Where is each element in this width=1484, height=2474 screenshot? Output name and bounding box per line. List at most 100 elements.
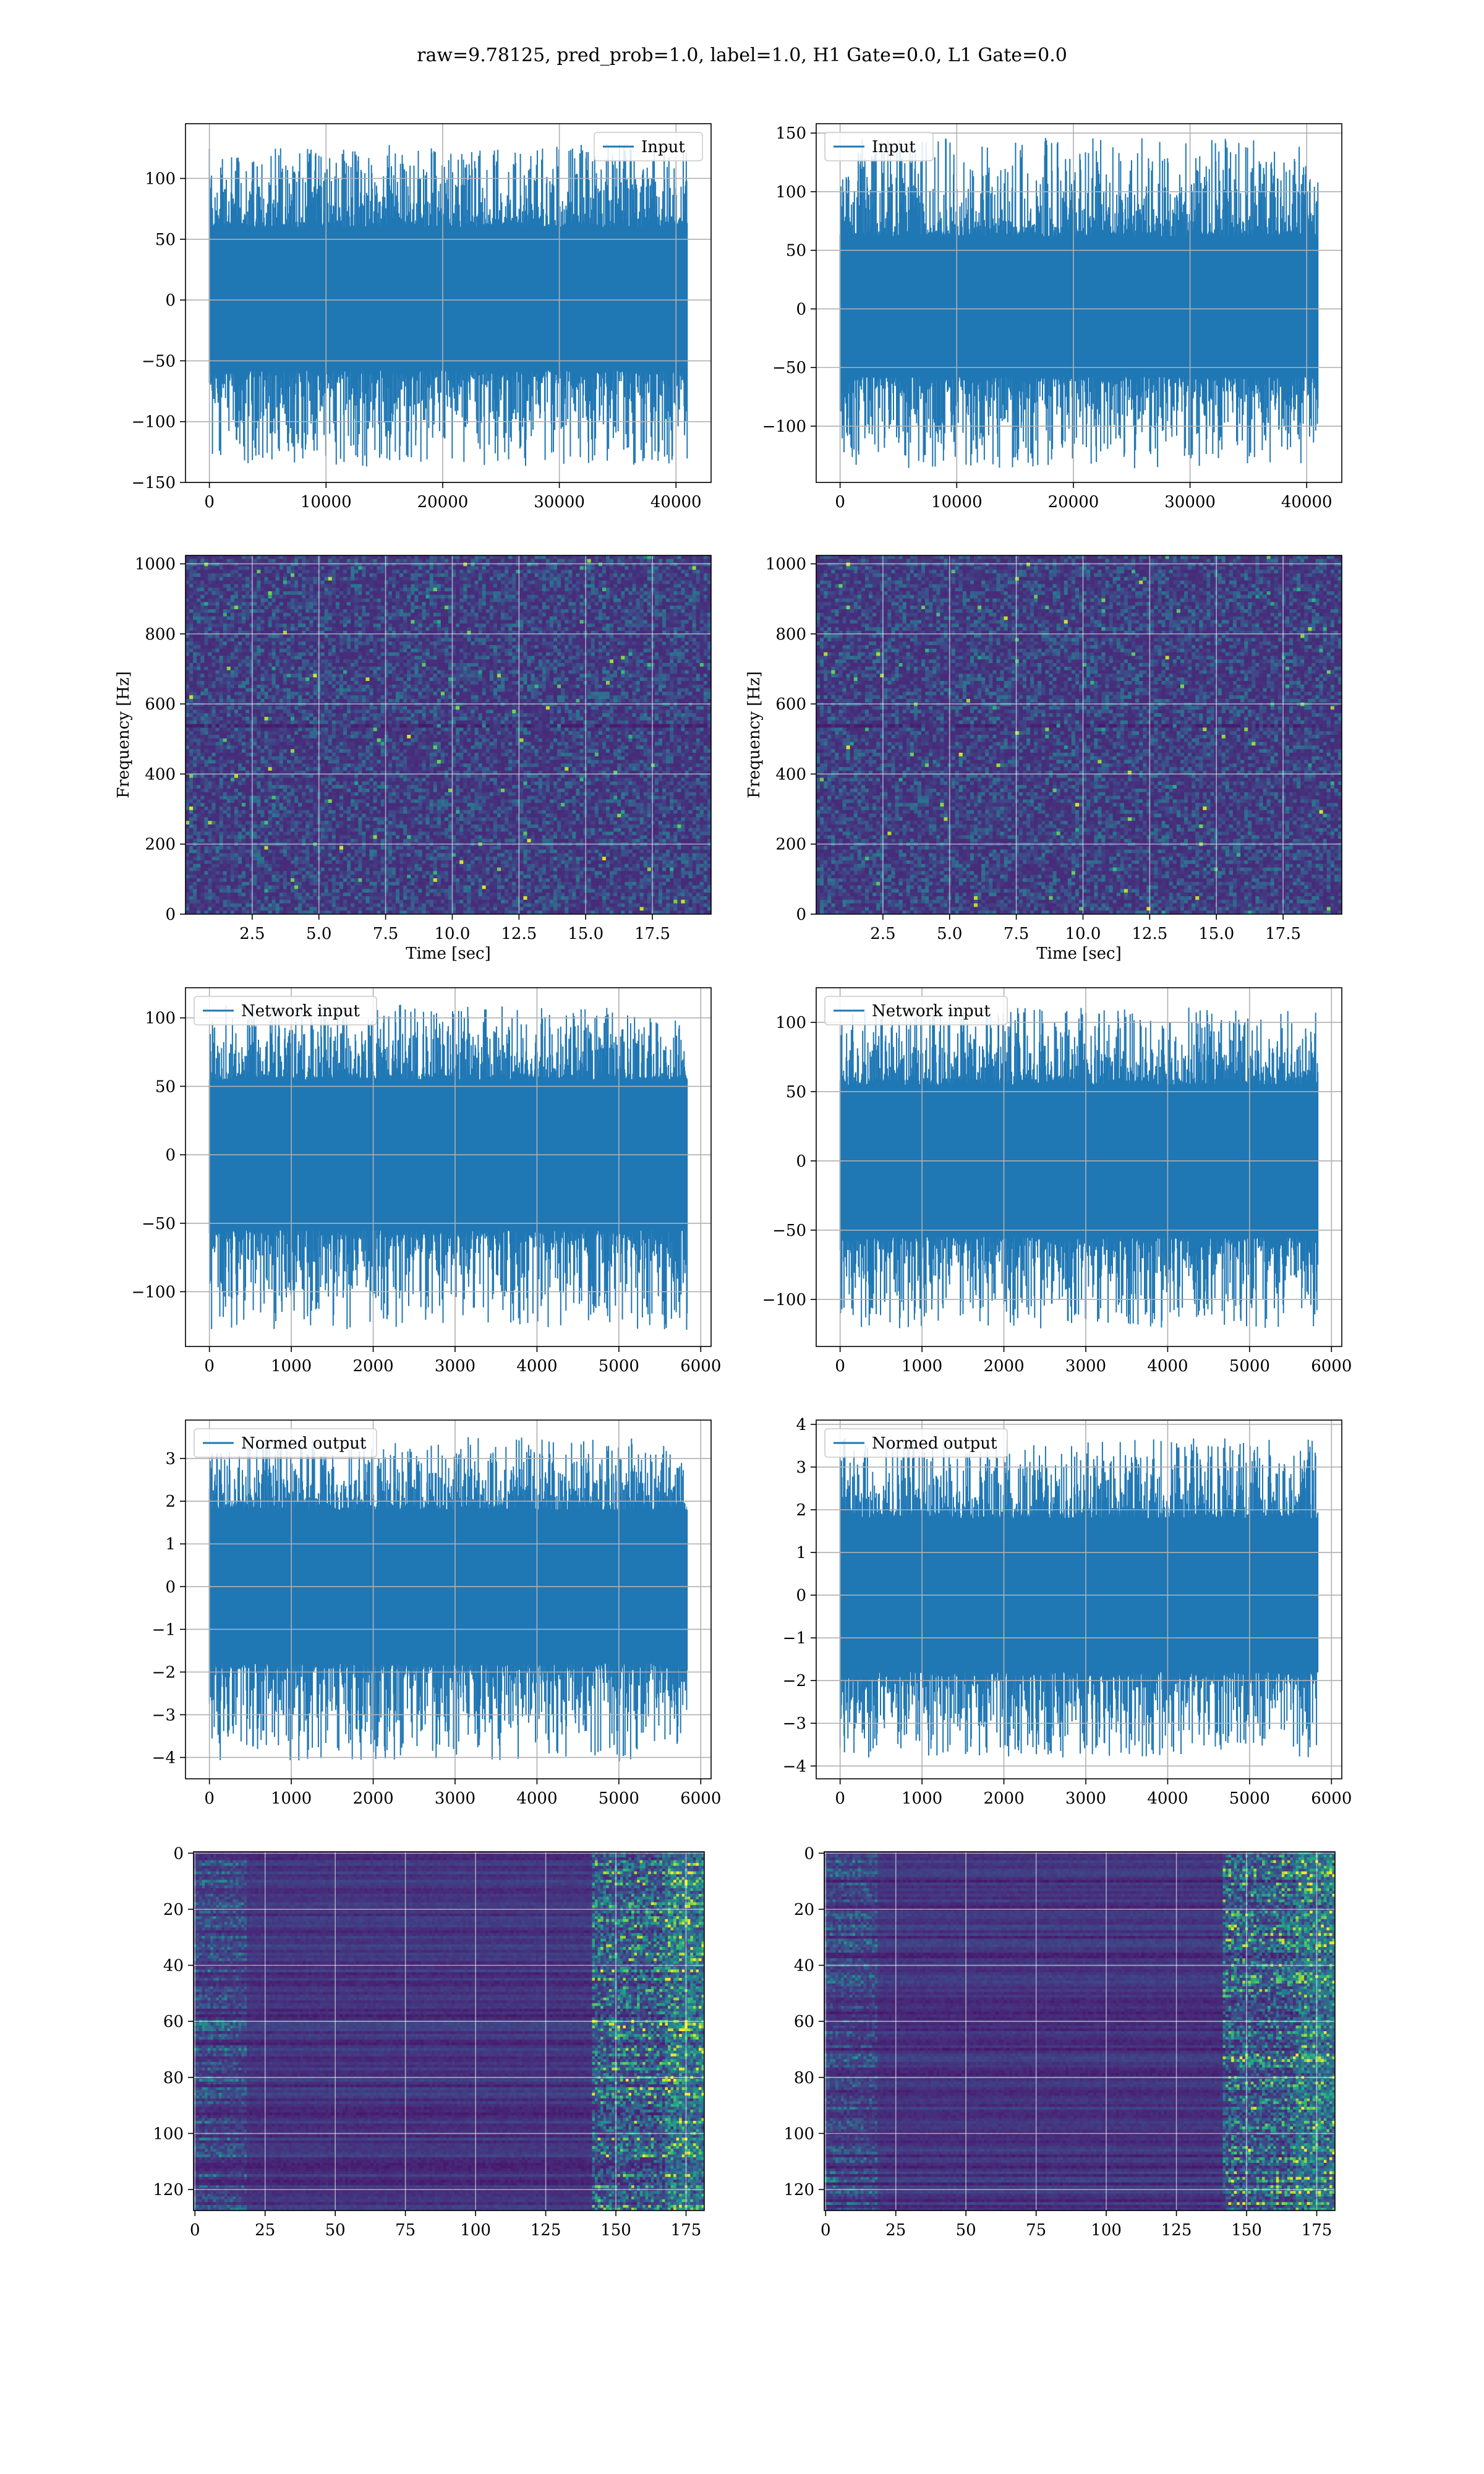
spectrogram-left-xtick-label: 5.0 [306,925,331,943]
input-left-legend-label: Input [641,138,685,156]
feature-map-right-xtick-label: 50 [956,2221,976,2240]
normed-output-left-xtick-label: 3000 [435,1789,475,1808]
feature-map-left-ytick-label: 20 [163,1901,184,1919]
normed-output-left-ytick-label: 1 [165,1535,176,1554]
spectrogram-left-xtick-label: 17.5 [634,925,670,943]
spectrogram-left-ytick-label: 600 [145,695,176,714]
normed-output-right-ytick-label: −3 [783,1714,806,1733]
input-left-plot-area [210,145,688,467]
feature-map-left-ytick-label: 80 [163,2069,184,2087]
input-left-xtick-label: 30000 [534,493,585,511]
normed-output-right-ytick-label: −2 [783,1672,806,1690]
input-right-xtick-label: 30000 [1164,493,1216,511]
network-input-left-plot-area [210,1004,687,1330]
network-input-left-xtick-label: 3000 [435,1357,475,1376]
normed-output-right-xtick-label: 5000 [1229,1789,1270,1808]
input-left-ytick-label: 100 [145,169,176,188]
feature-map-left-ytick-label: 100 [153,2125,184,2143]
spectrogram-right-xtick-label: 15.0 [1198,925,1234,943]
spectrogram-right-plot-area [816,555,1342,915]
feature-map-left-xtick-label: 125 [531,2221,561,2240]
input-right-xtick-label: 20000 [1048,493,1099,511]
input-right-xtick-label: 0 [835,493,845,511]
normed-output-left-xtick-label: 4000 [516,1789,557,1808]
spectrogram-left-xtick-label: 12.5 [501,925,537,943]
normed-output-right-ytick-label: 3 [796,1458,806,1477]
normed-output-right-ytick-label: −1 [783,1629,806,1648]
feature-map-right-ytick-label: 40 [794,1957,814,1975]
input-left-xtick-label: 20000 [417,493,469,511]
normed-output-right-ytick-label: −4 [783,1757,806,1776]
network-input-right-ytick-label: −50 [772,1222,806,1240]
spectrogram-left-ytick-label: 1000 [135,555,176,574]
feature-map-right-xtick-label: 25 [885,2221,906,2240]
feature-map-left-ytick-label: 0 [173,1844,184,1863]
feature-map-left-xtick-label: 75 [395,2221,416,2240]
network-input-right-chart: 0 1000 2000 3000 4000 5000 6000−100−50050100Ne… [762,988,1352,1376]
feature-map-left-ytick-label: 120 [153,2181,184,2199]
input-right-series-line [840,138,1318,468]
input-right-ytick-label: −50 [772,359,806,377]
feature-map-right-xtick-label: 150 [1231,2221,1262,2240]
spectrogram-left-xlabel: Time [sec] [406,944,491,963]
normed-output-right-chart: 0 1000 2000 3000 4000 5000 6000−4−3−2−101234No… [783,1416,1352,1808]
normed-output-left-xtick-label: 1000 [271,1789,312,1808]
normed-output-left-ytick-label: 0 [165,1578,176,1596]
spectrogram-left-xtick-label: 7.5 [373,925,398,943]
spectrogram-right-xtick-label: 10.0 [1065,925,1101,943]
spectrogram-right-xtick-label: 7.5 [1004,925,1029,943]
feature-map-left-xtick-label: 0 [190,2221,200,2240]
normed-output-right-xtick-label: 1000 [902,1789,942,1808]
input-left-xtick-label: 40000 [650,493,702,511]
feature-map-right-plot-area [824,1852,1336,2211]
input-left-ytick-label: 50 [155,231,176,249]
network-input-right-ytick-label: 50 [786,1083,806,1102]
normed-output-left-ytick-label: 3 [165,1450,176,1468]
normed-output-left-xtick-label: 2000 [352,1789,393,1808]
spectrogram-right-xtick-label: 12.5 [1132,925,1167,943]
network-input-left-xtick-label: 4000 [516,1357,557,1376]
feature-map-right-xtick-label: 175 [1302,2221,1333,2240]
feature-map-right-ytick-label: 80 [794,2069,814,2087]
input-right-legend-label: Input [872,138,916,156]
network-input-left-ytick-label: −50 [142,1215,176,1233]
network-input-right-series-line [840,1008,1318,1329]
feature-map-right-ytick-label: 120 [783,2181,814,2199]
input-right-ytick-label: 50 [786,242,806,260]
input-right-chart: 0 10000 20000 30000 40000−100−50050100150Inp… [762,124,1342,511]
normed-output-right-series-line [840,1438,1318,1757]
input-left-ytick-label: −100 [132,413,176,432]
feature-map-right-ytick-label: 20 [794,1901,814,1919]
network-input-left-xtick-label: 0 [204,1357,215,1376]
feature-map-left-plot-area [194,1852,705,2211]
feature-map-left-ytick-label: 60 [163,2013,184,2031]
network-input-right-plot-area [840,1008,1318,1329]
network-input-right-xtick-label: 3000 [1065,1357,1106,1376]
input-right-ytick-label: −100 [762,417,806,436]
spectrogram-right-ylabel: Frequency [Hz] [745,671,764,798]
input-right-ytick-label: 100 [775,183,806,202]
spectrogram-left-plot-area [186,555,712,915]
spectrogram-left-chart: 2.5 5.0 7.5 10.0 12.5 15.0 17.5020040060080010… [114,555,712,963]
spectrogram-left-xtick-label: 10.0 [435,925,471,943]
spectrogram-right-xtick-label: 5.0 [937,925,962,943]
network-input-right-xtick-label: 0 [835,1357,845,1376]
normed-output-left-xtick-label: 6000 [680,1789,721,1808]
spectrogram-left-ylabel: Frequency [Hz] [114,671,133,798]
input-right-ytick-label: 150 [775,124,806,143]
network-input-right-xtick-label: 1000 [902,1357,942,1376]
normed-output-left-legend: Normed output [194,1429,377,1457]
network-input-left-xtick-label: 1000 [271,1357,312,1376]
input-right-xtick-label: 10000 [931,493,983,511]
network-input-right-legend-label: Network input [872,1002,991,1021]
network-input-right-xtick-label: 4000 [1147,1357,1188,1376]
normed-output-right-xtick-label: 6000 [1311,1789,1352,1808]
network-input-left-xtick-label: 6000 [680,1357,721,1376]
feature-map-right-image [824,1852,1336,2211]
network-input-left-ytick-label: 50 [155,1077,176,1096]
normed-output-right-ytick-label: 4 [796,1416,806,1434]
feature-map-right-ytick-label: 100 [783,2125,814,2143]
spectrogram-left-ytick-label: 400 [145,765,176,784]
input-left-ytick-label: 0 [165,291,176,310]
